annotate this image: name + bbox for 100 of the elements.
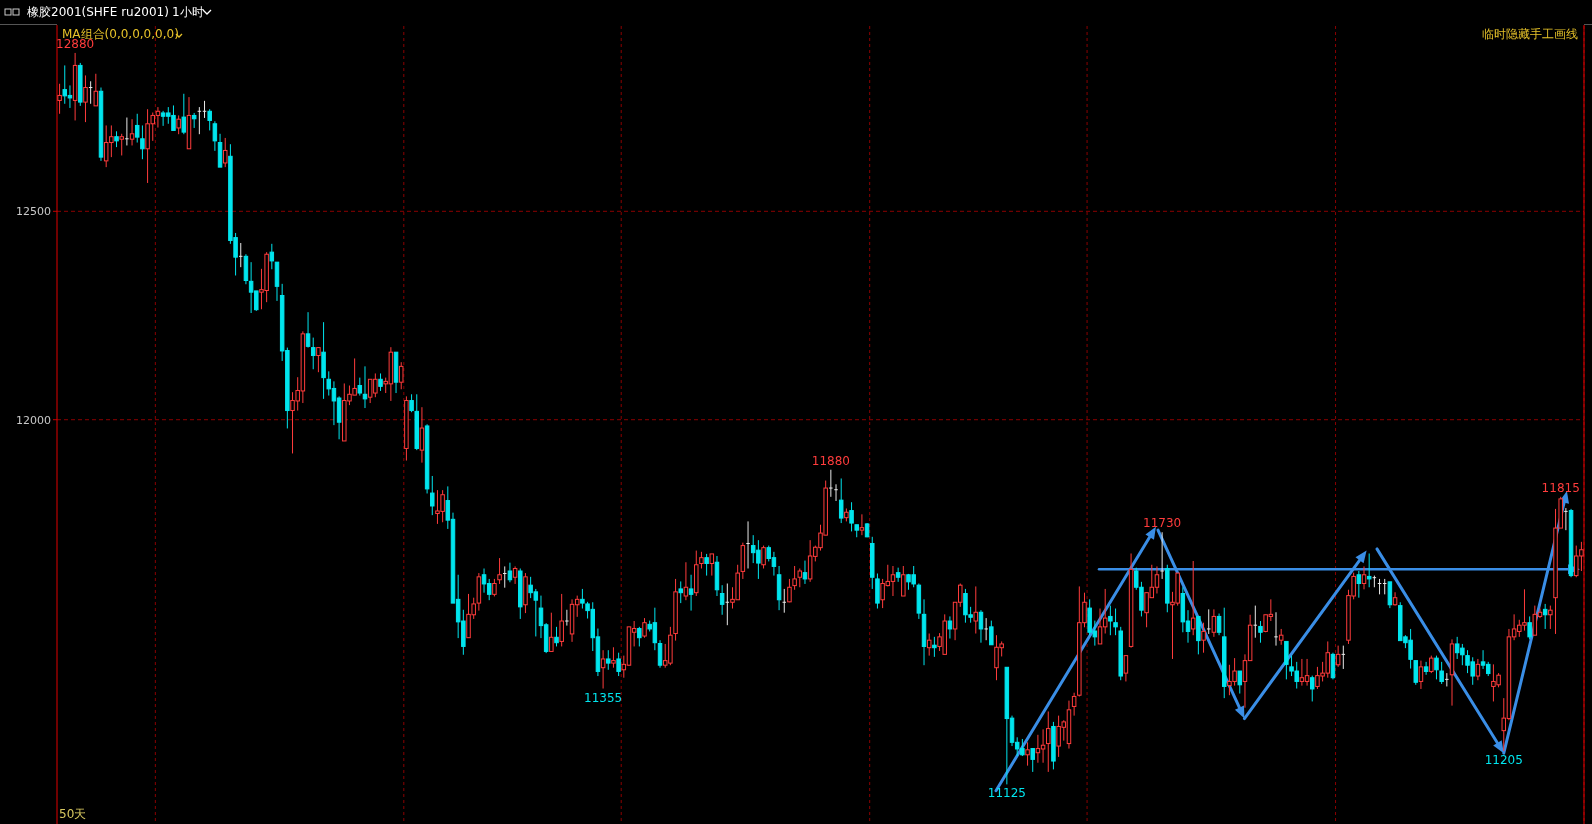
candlestick	[1040, 728, 1046, 764]
candlestick	[1413, 660, 1419, 686]
candlestick	[1439, 661, 1444, 685]
candlestick	[859, 513, 865, 536]
candlestick	[119, 133, 124, 156]
candlestick	[1563, 507, 1569, 531]
candlestick	[719, 584, 725, 616]
candlestick	[1206, 608, 1211, 635]
candlestick	[419, 406, 425, 464]
candlestick	[1216, 613, 1222, 636]
candlestick	[932, 636, 937, 658]
y-tick-label: 12500	[16, 205, 51, 219]
candlestick	[1159, 531, 1165, 580]
candlestick	[1030, 748, 1035, 773]
candlestick	[57, 83, 62, 115]
candlestick	[207, 108, 212, 131]
candlestick	[683, 561, 689, 601]
candlestick	[1190, 560, 1196, 636]
candlestick	[983, 617, 989, 641]
candlestick	[93, 73, 99, 107]
candlestick	[1418, 660, 1424, 690]
candlestick	[895, 567, 901, 583]
candlestick	[559, 593, 564, 647]
y-tick-label: 12000	[16, 413, 51, 427]
candlestick	[1532, 605, 1538, 636]
candlestick	[1356, 570, 1362, 599]
candlestick	[978, 609, 984, 644]
candlestick	[222, 137, 228, 168]
candlestick	[134, 113, 140, 144]
candlestick	[554, 626, 559, 647]
candlestick	[745, 520, 751, 569]
candlestick	[600, 649, 606, 690]
candlestick	[1273, 611, 1279, 647]
candlestick	[124, 117, 130, 146]
candlestick	[1108, 605, 1113, 636]
candlestick	[305, 311, 311, 349]
candlestick	[833, 483, 839, 502]
candlestick	[1071, 692, 1077, 717]
candlestick	[973, 585, 979, 635]
candlestick	[616, 652, 621, 677]
candlestick	[1542, 603, 1548, 630]
candlestick	[1361, 565, 1367, 590]
candlestick	[797, 568, 803, 588]
candlestick	[901, 565, 906, 597]
candlestick	[176, 114, 181, 135]
candlestick	[1548, 605, 1553, 630]
candlestick	[849, 501, 854, 532]
candlestick	[761, 545, 766, 569]
candlestick	[486, 578, 492, 601]
annotation: 50天	[59, 807, 87, 821]
candlestick	[1392, 591, 1398, 607]
annotation: 11815	[1541, 480, 1580, 495]
candlestick	[1258, 620, 1263, 644]
candlestick	[926, 633, 932, 657]
chart-title: 橡胶2001(SHFE ru2001)	[27, 5, 169, 19]
candlestick	[564, 609, 570, 627]
candlestick	[1310, 675, 1315, 702]
candlestick	[83, 74, 88, 123]
candlestick	[606, 649, 611, 671]
candlestick	[1123, 655, 1129, 682]
candlestick	[678, 580, 683, 604]
annotation: 11205	[1484, 753, 1523, 768]
candlestick	[1201, 622, 1206, 654]
candlestick	[212, 120, 218, 152]
candlestick	[1025, 741, 1030, 767]
candlestick	[1366, 553, 1372, 588]
annotation: 11355	[584, 690, 623, 705]
candlestick	[802, 560, 808, 585]
candlestick	[1475, 658, 1481, 681]
candlestick	[792, 565, 797, 591]
candlestick	[129, 118, 135, 146]
candlestick	[1444, 672, 1450, 687]
annotation: 11880	[811, 453, 850, 468]
annotation: 11125	[987, 786, 1026, 801]
candlestick	[549, 612, 554, 652]
candlestick	[1387, 581, 1393, 609]
candlestick	[1113, 608, 1118, 636]
candlestick	[1284, 640, 1289, 680]
candlestick	[1335, 645, 1341, 668]
candlestick	[828, 469, 834, 498]
candlestick	[1299, 658, 1305, 687]
candlestick	[1035, 734, 1041, 764]
candlestick	[62, 64, 68, 105]
candlestick	[1434, 655, 1439, 680]
candlestick	[1237, 670, 1243, 695]
candlestick	[611, 646, 616, 669]
candlestick	[989, 620, 994, 646]
candlestick	[316, 347, 321, 373]
candlestick	[497, 557, 502, 585]
chart-subtitle: 1小时	[172, 5, 204, 19]
candlestick	[637, 626, 642, 647]
candlestick	[238, 242, 244, 268]
candlestick	[704, 553, 709, 577]
annotation: 临时隐藏手工画线	[1482, 27, 1578, 41]
candlestick	[1423, 661, 1429, 676]
annotation: 11730	[1143, 516, 1182, 531]
candlestick	[947, 615, 953, 640]
candlestick	[310, 337, 316, 370]
candlestick	[838, 477, 844, 524]
candlestick	[507, 562, 513, 583]
